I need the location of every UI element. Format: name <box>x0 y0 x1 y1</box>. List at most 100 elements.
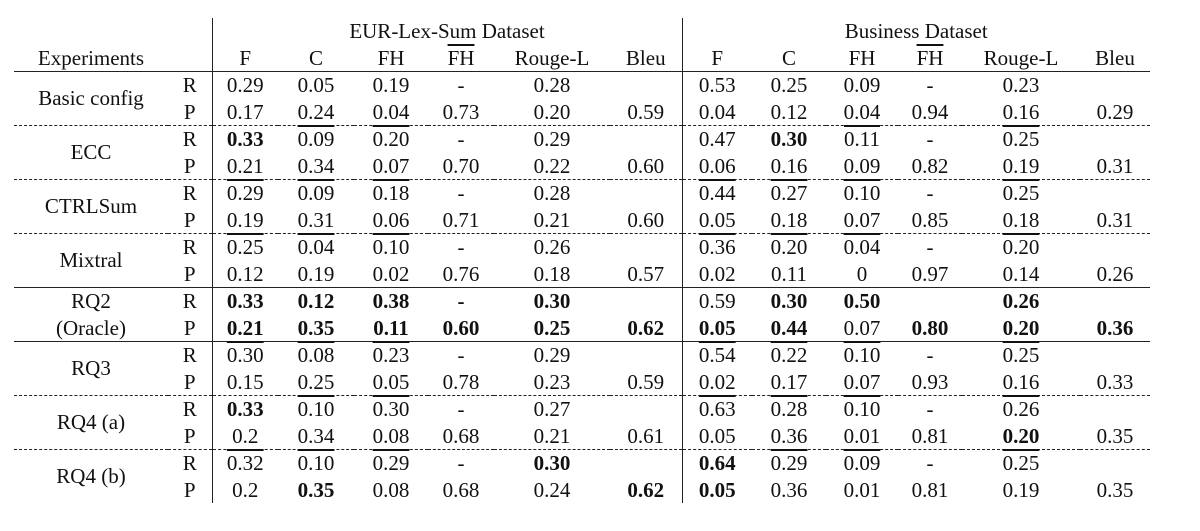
eur-lex-fh-bar-value: 0.73 <box>442 99 480 124</box>
eur-lex-fh-value: 0.05 <box>372 369 410 394</box>
metric-header-fh: FH <box>826 44 898 72</box>
header-row-groups: EUR-Lex-Sum Dataset Business Dataset <box>14 18 1150 45</box>
metric-header-rouge-l: Rouge-L <box>494 44 610 72</box>
eur-lex-fh-bar-value: 0.60 <box>442 315 480 340</box>
eur-lex-bleu-value: 0.62 <box>627 315 665 340</box>
eur-lex-rouge-l-value: 0.24 <box>533 477 571 502</box>
eur-lex-bleu-value <box>610 233 682 261</box>
eur-lex-fh-value: 0.18 <box>354 179 428 207</box>
eur-lex-fh-bar-value: 0.78 <box>442 369 480 394</box>
eur-lex-bleu-value: 0.57 <box>627 261 665 286</box>
business-fh-value: 0 <box>856 261 868 286</box>
business-c-value: 0.36 <box>770 477 808 502</box>
recall-marker: R <box>168 395 212 423</box>
business-bleu-value <box>1080 287 1150 315</box>
experiment-label: RQ4 (b) <box>56 464 126 489</box>
business-rouge-l-value: 0.16 <box>1002 369 1040 394</box>
metric-header-bleu: Bleu <box>1080 44 1150 72</box>
business-f-value: 0.53 <box>681 71 752 99</box>
eur-lex-bleu-value: 0.60 <box>627 153 665 178</box>
precision-marker: P <box>183 315 196 340</box>
business-c-value: 0.18 <box>770 207 808 232</box>
business-rouge-l-value: 0.18 <box>1002 207 1040 232</box>
business-f-value: 0.04 <box>681 98 752 126</box>
business-fh-value: 0.09 <box>843 73 881 97</box>
business-f-value: 0.02 <box>681 368 752 396</box>
business-fh-bar-value: 0.85 <box>911 207 949 232</box>
eur-lex-bleu-value: 0.61 <box>627 423 665 448</box>
business-rouge-l-value: 0.19 <box>1002 477 1040 502</box>
business-bleu-value: 0.29 <box>1096 99 1134 124</box>
eur-lex-f-value: 0.2 <box>211 476 278 503</box>
business-bleu-value <box>1080 125 1150 153</box>
metric-header-fh-bar: FH <box>428 44 494 72</box>
experiment-label: Basic config <box>38 86 144 111</box>
business-rouge-l-value: 0.23 <box>1002 73 1040 97</box>
business-fh-bar-value: 0.80 <box>911 315 949 340</box>
table-row: Basic config R 0.29 0.05 0.19 - 0.28 0.53 0.25 0.… <box>14 71 1150 110</box>
business-fh-bar-value: 0.81 <box>911 423 949 448</box>
experiments-header: Experiments <box>14 44 168 72</box>
eur-lex-fh-bar-value: 0.71 <box>442 207 480 232</box>
business-fh-value: 0.10 <box>826 179 898 207</box>
business-fh-bar-value: - <box>898 395 962 423</box>
eur-lex-rouge-l-value: 0.28 <box>494 179 610 207</box>
experiment-name: RQ2 (Oracle) <box>14 287 168 342</box>
eur-lex-rouge-l-value: 0.25 <box>533 315 571 340</box>
experiment-label: Mixtral <box>59 248 123 273</box>
business-c-value: 0.11 <box>771 261 807 286</box>
eur-lex-fh-value: 0.29 <box>354 449 428 477</box>
experiment-name: RQ4 (b) <box>14 449 168 503</box>
eur-lex-bleu-value: 0.59 <box>627 99 665 124</box>
business-fh-value: 0.01 <box>843 477 881 502</box>
table-row: P 0.2 0.34 0.08 0.68 0.21 0.61 0.05 0.36 0.01 0.81… <box>14 422 1150 450</box>
business-f-value: 0.05 <box>681 314 752 342</box>
business-fh-bar-value: - <box>898 233 962 261</box>
business-rouge-l-value: 0.20 <box>962 233 1080 261</box>
eur-lex-f-value: 0.33 <box>211 395 278 423</box>
experiment-label: RQ3 <box>71 356 111 381</box>
eur-lex-rouge-l-value: 0.21 <box>533 423 571 448</box>
eur-lex-c-value: 0.34 <box>297 153 335 178</box>
business-c-value: 0.20 <box>752 233 826 261</box>
eur-lex-fh-value: 0.38 <box>354 287 428 315</box>
eur-lex-rouge-l-value: 0.21 <box>533 207 571 232</box>
eur-lex-c-value: 0.34 <box>297 423 335 448</box>
business-fh-value: 0.10 <box>826 395 898 423</box>
eur-lex-f-value: 0.21 <box>211 314 278 342</box>
precision-marker: P <box>183 153 196 178</box>
business-rouge-l-value: 0.19 <box>1002 153 1040 178</box>
business-fh-bar-value: 0.94 <box>911 99 949 124</box>
business-rouge-l-value: 0.26 <box>962 395 1080 423</box>
metric-header-f: F <box>211 44 278 72</box>
business-fh-bar-value: 0.81 <box>911 477 949 502</box>
business-f-value: 0.05 <box>681 422 752 450</box>
business-rouge-l-value: 0.25 <box>962 125 1080 153</box>
metric-header-fh: FH <box>354 44 428 72</box>
business-c-value: 0.16 <box>770 153 808 178</box>
table-row: RQ3 R 0.30 0.08 0.23-0.29 0.54 0.22 0.10-0.25 <box>14 341 1150 396</box>
eur-lex-f-value: 0.32 <box>211 449 278 477</box>
eur-lex-f-value: 0.17 <box>211 98 278 126</box>
eur-lex-c-value: 0.05 <box>297 73 335 97</box>
business-f-value: 0.63 <box>681 395 752 423</box>
eur-lex-rouge-l-value: 0.23 <box>533 369 571 394</box>
business-rouge-l-value: 0.14 <box>1002 261 1040 286</box>
eur-lex-fh-value: 0.10 <box>354 233 428 261</box>
precision-marker: P <box>183 99 196 124</box>
business-fh-value: 0.07 <box>843 315 881 340</box>
business-c-value: 0.44 <box>770 315 808 340</box>
business-f-value: 0.54 <box>681 341 752 369</box>
business-fh-bar-value: 0.93 <box>911 369 949 394</box>
table-row: RQ4 (a) R 0.33 0.10 0.30-0.27 0.63 0.28 0.10-0.… <box>14 395 1150 450</box>
business-bleu-value <box>1080 341 1150 369</box>
business-fh-value: 0.11 <box>826 125 898 153</box>
eur-lex-f-value: 0.29 <box>211 71 278 99</box>
results-table: EUR-Lex-Sum Dataset Business Dataset Exp… <box>14 18 1150 503</box>
eur-lex-c-value: 0.04 <box>278 233 354 261</box>
eur-lex-bleu-value: 0.59 <box>627 369 665 394</box>
eur-lex-bleu-value <box>610 395 682 423</box>
eur-lex-f-value: 0.21 <box>211 152 278 180</box>
eur-lex-rouge-l-value: 0.18 <box>533 261 571 286</box>
business-c-value: 0.36 <box>770 423 808 448</box>
